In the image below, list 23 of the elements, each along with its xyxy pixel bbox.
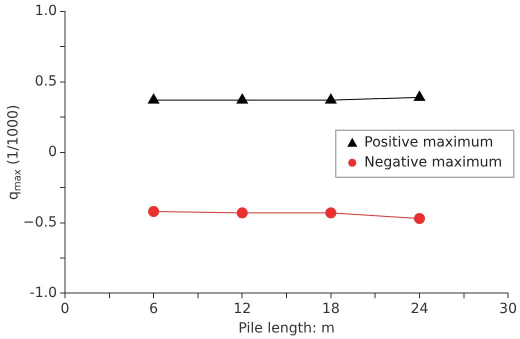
y-axis-title: qmax (1/1000) bbox=[6, 104, 24, 200]
point bbox=[236, 207, 248, 218]
point bbox=[324, 93, 337, 104]
y-tick-label: -1.0 bbox=[30, 284, 57, 301]
point bbox=[236, 93, 248, 104]
x-tick-label: 24 bbox=[410, 301, 428, 318]
point bbox=[325, 207, 336, 218]
point bbox=[413, 90, 426, 101]
x-axis-title: Pile length: m bbox=[238, 320, 335, 337]
x-tick-label: 0 bbox=[60, 301, 70, 318]
y-tick-label: 0 bbox=[48, 144, 57, 160]
y-tick-label: −0.5 bbox=[22, 214, 57, 230]
point bbox=[414, 213, 425, 224]
x-tick-label: 6 bbox=[149, 301, 158, 318]
point bbox=[148, 206, 160, 217]
x-tick-label: 18 bbox=[322, 301, 340, 318]
point bbox=[148, 93, 160, 104]
y-tick-label: 1.0 bbox=[34, 3, 57, 20]
legend-label: Negative maximum bbox=[364, 154, 502, 170]
x-tick-label: 12 bbox=[233, 301, 252, 318]
x-tick-label: 30 bbox=[499, 301, 518, 318]
y-tick-label: 0.5 bbox=[34, 73, 57, 90]
legend-label: Positive maximum bbox=[364, 134, 494, 150]
